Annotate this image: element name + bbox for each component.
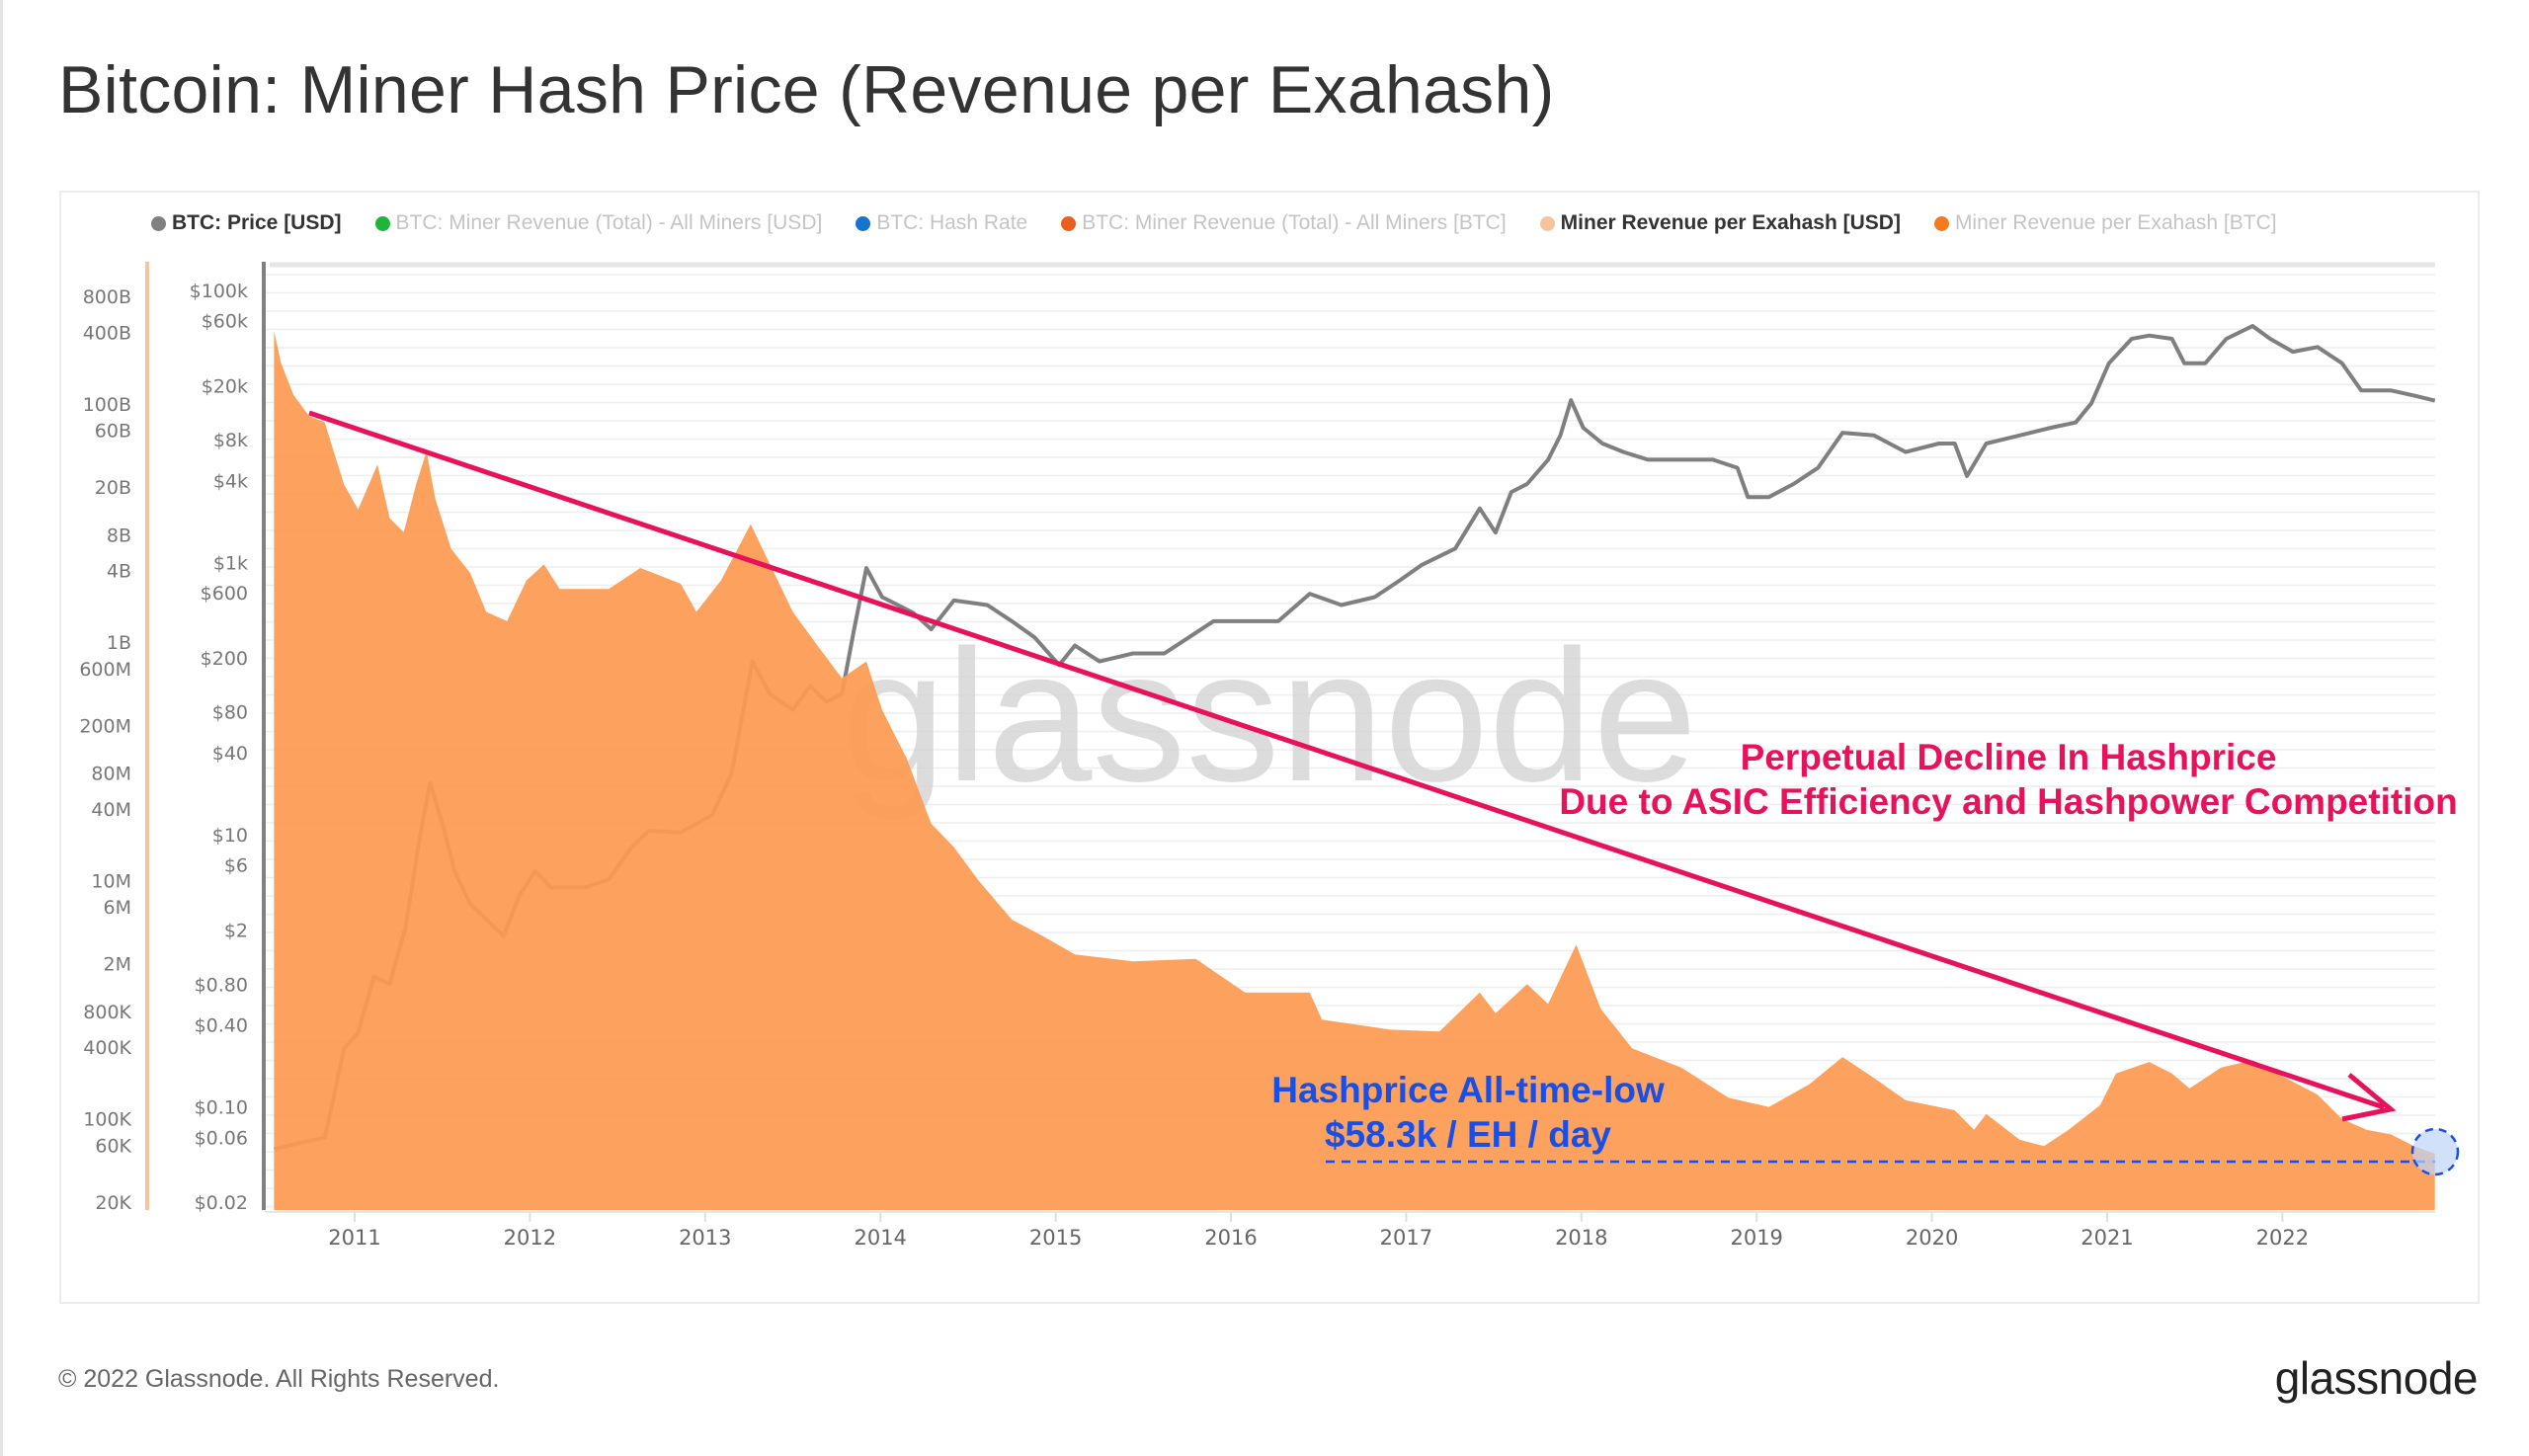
left-axis-tick-label: 6M	[104, 897, 131, 919]
series-layer	[273, 324, 2436, 1210]
left-axis-tick-label: 40M	[91, 799, 131, 821]
price-axis-tick-label: $200	[201, 648, 248, 670]
price-axis-tick-label: $2	[224, 920, 248, 941]
chart-plot: glassnode 800B 400B 100B 60B 20B 8B 4B 1B 600M 20…	[79, 262, 2460, 1250]
price-axis-tick-label: $600	[201, 583, 248, 605]
price-axis-tick-label: $1k	[213, 553, 248, 575]
legend-item-revenue-per-exahash-btc[interactable]: Miner Revenue per Exahash [BTC]	[1933, 211, 2277, 235]
left-axis-tick-label: 1B	[107, 632, 131, 654]
chart-legend: BTC: Price [USD] BTC: Miner Revenue (Tot…	[151, 211, 2277, 235]
annotation-atl-line2: $58.3k / EH / day	[1324, 1114, 1611, 1155]
price-axis-tick-label: $0.02	[195, 1192, 248, 1214]
price-axis-tick-label: $6	[224, 855, 248, 877]
annotation-decline-line2: Due to ASIC Efficiency and Hashpower Com…	[1559, 781, 2458, 822]
x-axis-tick-label: 2017	[1380, 1226, 1432, 1250]
annotation-decline-line1: Perpetual Decline In Hashprice	[1740, 737, 2277, 777]
left-axis-tick-label: 4B	[107, 561, 131, 583]
legend-item-btc-price[interactable]: BTC: Price [USD]	[151, 211, 342, 235]
price-axis-tick-label: $60k	[202, 311, 248, 333]
price-axis-tick-label: $20k	[202, 375, 248, 397]
left-axis-tick-label: 10M	[91, 870, 131, 892]
annotation-layer	[308, 410, 2460, 1176]
page-title: Bitcoin: Miner Hash Price (Revenue per E…	[58, 52, 1555, 127]
legend-label: Miner Revenue per Exahash [USD]	[1560, 211, 1901, 234]
price-axis-tick-label: $10	[212, 825, 248, 847]
atl-highlight-circle	[2410, 1127, 2460, 1176]
revenue-per-exahash-area	[274, 331, 2435, 1210]
left-axis-tick-label: 600M	[79, 659, 131, 681]
left-axis-tick-label: 2M	[104, 954, 131, 976]
legend-item-hash-rate[interactable]: BTC: Hash Rate	[856, 211, 1027, 235]
trend-arrow-line	[308, 410, 2385, 1110]
price-axis-tick-label: $0.10	[195, 1097, 248, 1119]
legend-label: BTC: Miner Revenue (Total) - All Miners …	[1082, 211, 1507, 234]
trend-arrow-head-icon	[2341, 1073, 2397, 1122]
legend-label: BTC: Price [USD]	[172, 211, 342, 234]
left-axis-tick-label: 8B	[107, 525, 131, 546]
left-axis-tick-label: 20K	[95, 1192, 131, 1214]
legend-item-miner-revenue-usd[interactable]: BTC: Miner Revenue (Total) - All Miners …	[374, 211, 823, 235]
x-axis-tick-label: 2012	[504, 1226, 556, 1250]
left-axis-tick-label: 60K	[95, 1135, 131, 1157]
price-axis-tick-label: $0.06	[195, 1127, 248, 1149]
x-axis-tick-label: 2019	[1730, 1226, 1782, 1250]
legend-dot-icon	[856, 215, 871, 231]
legend-item-revenue-per-exahash-usd[interactable]: Miner Revenue per Exahash [USD]	[1539, 211, 1901, 235]
legend-dot-icon	[374, 215, 390, 231]
x-axis-tick-label: 2015	[1029, 1226, 1082, 1250]
legend-label: BTC: Hash Rate	[876, 211, 1028, 234]
x-axis-tick-label: 2014	[854, 1226, 906, 1250]
legend-dot-icon	[1933, 215, 1949, 231]
left-axis-tick-label: 400K	[83, 1037, 131, 1059]
axes: 800B 400B 100B 60B 20B 8B 4B 1B 600M 200M 80M 40M 10…	[79, 262, 2435, 1250]
left-axis-tick-label: 800K	[83, 1002, 131, 1023]
left-axis-tick-label: 100K	[83, 1109, 131, 1131]
left-axis-tick-label: 100B	[83, 394, 131, 416]
watermark: glassnode	[842, 611, 1697, 821]
left-axis-tick-label: 80M	[91, 764, 131, 785]
x-axis-tick-label: 2011	[328, 1226, 380, 1250]
legend-dot-icon	[1061, 215, 1077, 231]
price-axis-tick-label: $0.80	[195, 974, 248, 996]
price-axis-tick-label: $100k	[190, 281, 248, 302]
x-axis-tick-label: 2020	[1906, 1226, 1958, 1250]
legend-item-miner-revenue-btc[interactable]: BTC: Miner Revenue (Total) - All Miners …	[1061, 211, 1507, 235]
copyright: © 2022 Glassnode. All Rights Reserved.	[58, 1365, 500, 1393]
chart-container	[59, 191, 2480, 1304]
legend-label: BTC: Miner Revenue (Total) - All Miners …	[395, 211, 823, 234]
x-axis-tick-label: 2016	[1204, 1226, 1257, 1250]
price-axis-tick-label: $40	[212, 743, 248, 765]
glassnode-logo: glassnode	[2274, 1352, 2479, 1404]
price-axis-tick-label: $80	[212, 702, 248, 724]
legend-dot-icon	[151, 215, 166, 231]
x-axis-tick-label: 2022	[2256, 1226, 2309, 1250]
left-axis-tick-label: 400B	[83, 322, 131, 344]
price-axis-tick-label: $4k	[213, 471, 248, 493]
legend-label: Miner Revenue per Exahash [BTC]	[1954, 211, 2277, 234]
price-axis-tick-label: $8k	[213, 430, 248, 451]
x-axis-tick-label: 2018	[1555, 1226, 1607, 1250]
x-axis-tick-label: 2013	[679, 1226, 731, 1250]
left-axis-tick-label: 800B	[83, 286, 131, 308]
annotation-atl-line1: Hashprice All-time-low	[1271, 1070, 1665, 1110]
left-axis-tick-label: 200M	[79, 715, 131, 737]
x-axis-tick-label: 2021	[2080, 1226, 2133, 1250]
left-axis-tick-label: 60B	[95, 421, 131, 443]
legend-dot-icon	[1539, 215, 1555, 231]
price-axis-tick-label: $0.40	[195, 1015, 248, 1037]
left-axis-tick-label: 20B	[95, 477, 131, 499]
